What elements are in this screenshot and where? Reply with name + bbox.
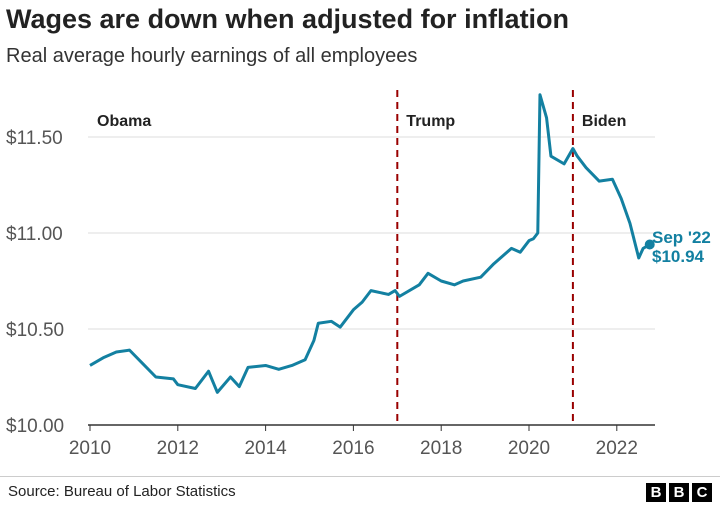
source-note: Source: Bureau of Labor Statistics (8, 483, 236, 500)
x-tick-label: 2012 (157, 438, 199, 459)
bbc-logo-c: C (692, 483, 712, 502)
bbc-logo-b2: B (669, 483, 689, 502)
x-tick-label: 2010 (69, 438, 111, 459)
wage-line (89, 93, 651, 394)
end-label-value: $10.94 (652, 247, 705, 266)
x-tick-label: 2022 (596, 438, 638, 459)
y-tick-label: $11.00 (6, 224, 63, 245)
chart-subtitle: Real average hourly earnings of all empl… (6, 45, 418, 67)
x-tick-label: 2020 (508, 438, 550, 459)
president-label: Trump (406, 113, 455, 130)
bbc-logo-b1: B (646, 483, 666, 502)
y-tick-label: $10.00 (6, 416, 64, 437)
president-label: Biden (582, 113, 626, 130)
bbc-logo: B B C (646, 483, 712, 502)
x-tick-label: 2016 (332, 438, 374, 459)
footer-divider (0, 476, 720, 477)
x-tick-label: 2014 (244, 438, 287, 459)
chart: $10.00 $10.50 $11.00 $11.50 2010 2012 2014 2016… (6, 90, 711, 459)
x-tick-label: 2018 (420, 438, 462, 459)
end-label-date: Sep '22 (652, 228, 711, 247)
president-label: Obama (97, 113, 151, 130)
y-tick-label: $11.50 (6, 128, 63, 149)
chart-title: Wages are down when adjusted for inflati… (6, 4, 570, 34)
y-tick-label: $10.50 (6, 320, 64, 341)
end-point-marker (644, 239, 655, 250)
